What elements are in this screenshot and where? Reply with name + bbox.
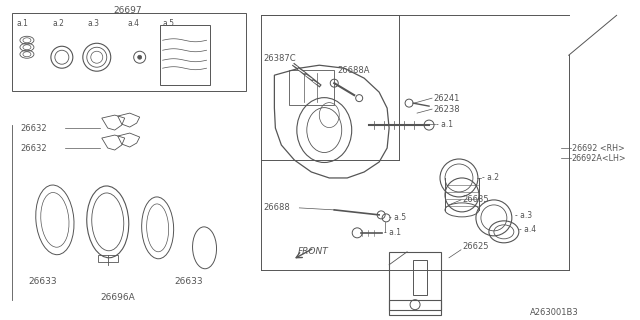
Bar: [389, 300, 441, 315]
Text: 26688A: 26688A: [337, 66, 370, 75]
Text: 26633: 26633: [28, 277, 56, 286]
Text: 26688: 26688: [264, 204, 290, 212]
Text: 26633: 26633: [175, 277, 204, 286]
Text: A263001B3: A263001B3: [530, 308, 579, 317]
Text: - a.4: - a.4: [519, 225, 536, 234]
Text: 26692 <RH>: 26692 <RH>: [572, 144, 625, 153]
Bar: [289, 70, 334, 105]
Bar: [413, 260, 427, 295]
Text: 26635: 26635: [462, 196, 488, 204]
Text: a.2: a.2: [53, 19, 65, 28]
Text: 26387C: 26387C: [264, 54, 296, 63]
Text: 26632: 26632: [20, 144, 47, 153]
Text: - a.2: - a.2: [482, 173, 499, 182]
Text: 26632: 26632: [20, 124, 47, 132]
Text: - a.3: - a.3: [515, 212, 532, 220]
Bar: [389, 252, 441, 310]
Text: 26692A<LH>: 26692A<LH>: [572, 154, 627, 163]
Text: 26241: 26241: [433, 94, 460, 103]
Text: a.4: a.4: [128, 19, 140, 28]
Text: 26697: 26697: [113, 6, 142, 15]
Text: - a.1: - a.1: [436, 120, 453, 129]
Text: 26696A: 26696A: [100, 293, 135, 302]
Circle shape: [138, 55, 141, 59]
Text: a.5: a.5: [163, 19, 175, 28]
Text: 26238: 26238: [433, 105, 460, 114]
Bar: [12, 13, 246, 91]
Text: - a.5: - a.5: [389, 213, 406, 222]
Text: a.3: a.3: [88, 19, 100, 28]
Text: - a.1: - a.1: [384, 228, 401, 237]
Text: 26625: 26625: [462, 242, 488, 251]
Text: FRONT: FRONT: [298, 247, 328, 256]
Bar: [159, 25, 209, 85]
Text: a.1: a.1: [17, 19, 29, 28]
